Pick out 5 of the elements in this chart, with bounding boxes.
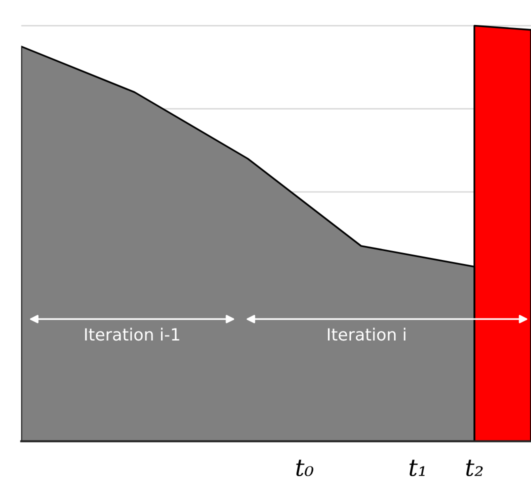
- annotation: Iteration i-1: [85, 328, 180, 341]
- x-tick-label: t₂: [466, 460, 483, 476]
- annotation: Iteration i: [328, 328, 406, 341]
- x-tick-label: t₁: [410, 460, 425, 476]
- x-tick-label: t₀: [296, 460, 314, 476]
